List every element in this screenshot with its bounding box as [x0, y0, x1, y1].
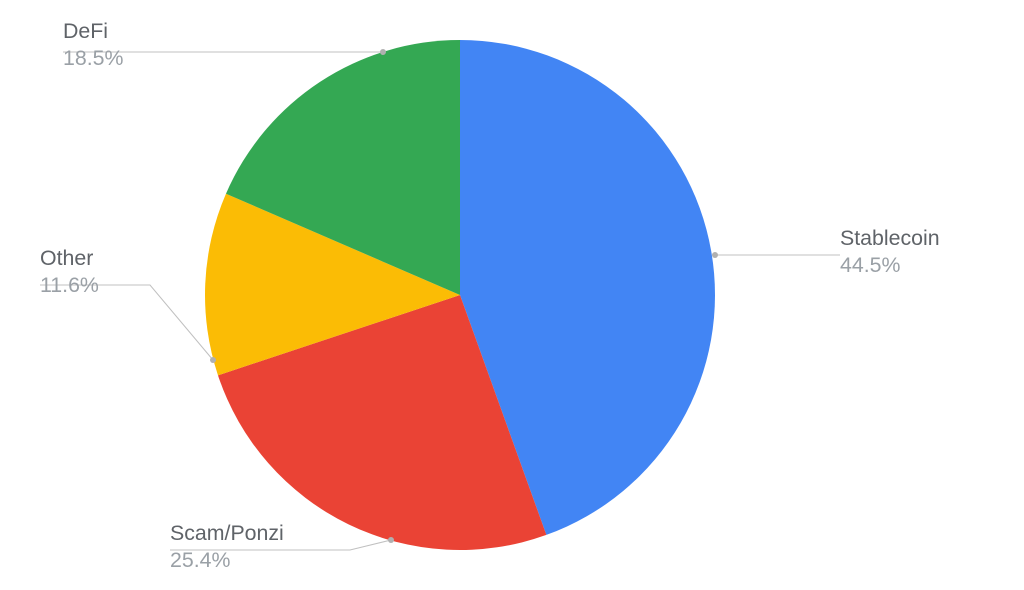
pie-chart-svg: [0, 0, 1024, 590]
pie-chart: Stablecoin44.5%Scam/Ponzi25.4%Other11.6%…: [0, 0, 1024, 590]
leader-dot: [210, 357, 216, 363]
leader-dot: [388, 537, 394, 543]
leader-dot: [380, 49, 386, 55]
leader-dot: [712, 252, 718, 258]
